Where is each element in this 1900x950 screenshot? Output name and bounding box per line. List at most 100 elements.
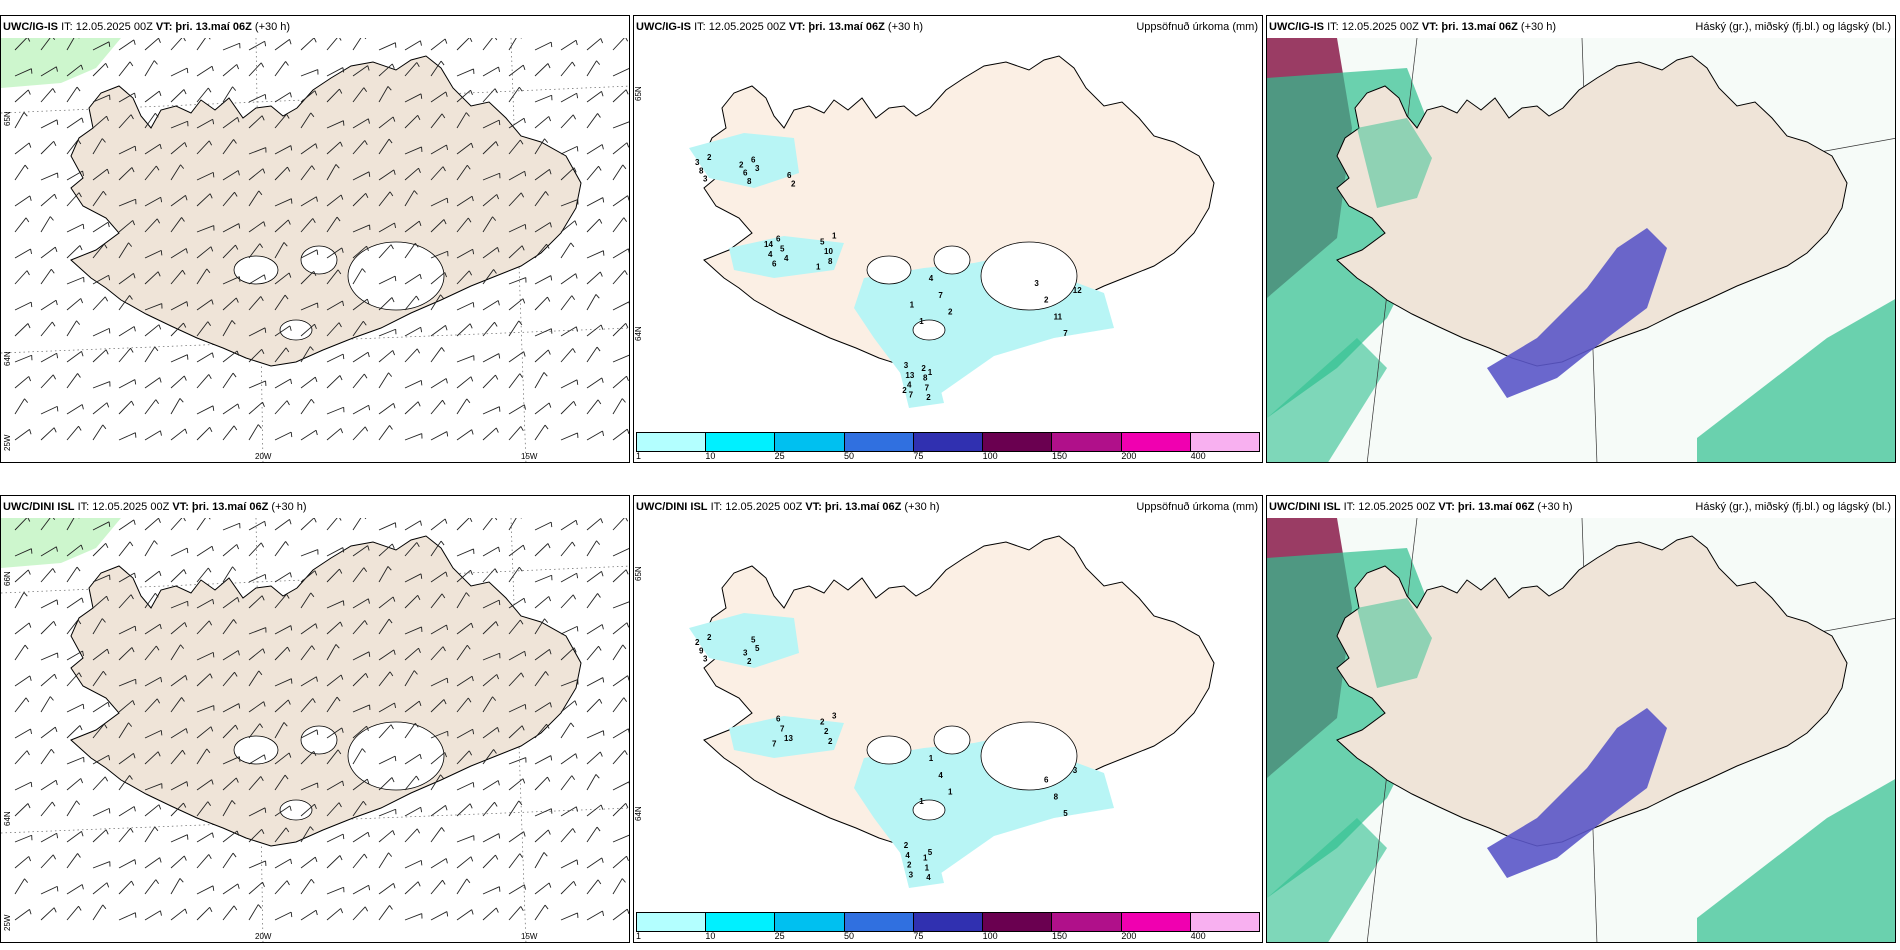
wind-barb xyxy=(40,299,57,311)
wind-barb xyxy=(560,594,574,609)
wind-map xyxy=(1,518,629,942)
wind-barb xyxy=(430,730,448,739)
precip-value: 3 xyxy=(909,870,914,879)
wind-barb-flag xyxy=(441,347,445,352)
wind-barb-flag xyxy=(183,89,187,95)
wind-barb-flag xyxy=(390,244,394,250)
wind-barb xyxy=(612,697,625,713)
wind-barb-flag xyxy=(289,92,292,98)
wind-barb xyxy=(534,94,552,103)
wind-barb xyxy=(352,672,367,687)
wind-barb xyxy=(586,593,598,609)
wind-barb-flag xyxy=(208,374,212,379)
wind-barb-flag xyxy=(520,906,524,911)
wind-barb-flag xyxy=(106,596,109,601)
wind-barb xyxy=(248,807,266,817)
wind-barb xyxy=(144,592,156,609)
wind-barb xyxy=(612,38,625,51)
cloud-map xyxy=(1267,518,1895,942)
wind-barb-flag xyxy=(367,118,370,124)
wind-barb-flag xyxy=(493,269,497,274)
wind-barb xyxy=(482,696,493,713)
wind-barb-flag xyxy=(623,217,628,223)
wind-barb xyxy=(430,911,448,921)
model-label: UWC/DINI ISL xyxy=(1269,501,1341,513)
low-cloud-southeast xyxy=(1697,779,1895,942)
wind-barb xyxy=(612,270,626,285)
wind-barb xyxy=(482,194,498,207)
wind-barb xyxy=(248,723,261,739)
init-time: IT: 12.05.2025 00Z xyxy=(61,21,153,33)
wind-barb-flag xyxy=(548,402,552,408)
wind-barb-flag xyxy=(285,827,290,833)
wind-barb-flag xyxy=(547,349,551,355)
wind-barb-flag xyxy=(498,546,500,552)
wind-barb-flag xyxy=(106,402,110,408)
wind-barb-flag xyxy=(415,775,420,781)
wind-barb xyxy=(196,620,210,635)
valid-time: VT: þri. 13.maí 06Z xyxy=(788,21,885,33)
wind-barb-flag xyxy=(597,879,602,885)
wind-barb-flag xyxy=(261,829,265,834)
wind-barb xyxy=(482,172,500,181)
wind-barb-flag xyxy=(207,567,212,573)
wind-barb xyxy=(482,674,498,687)
wind-barb-flag xyxy=(570,722,575,728)
wind-barb xyxy=(40,374,54,389)
wind-barb xyxy=(508,192,522,207)
wind-barb-flag xyxy=(518,320,523,326)
wind-barb-flag xyxy=(418,221,422,227)
wind-barb xyxy=(326,120,344,129)
wind-barb-flag xyxy=(623,697,628,703)
wind-barb-flag xyxy=(81,117,84,123)
wind-barb xyxy=(352,831,369,843)
wind-barb xyxy=(170,120,188,129)
wind-barb xyxy=(404,670,415,687)
wind-barb xyxy=(534,424,546,441)
wind-barb-flag xyxy=(626,142,629,148)
lat-label: 65N xyxy=(634,566,643,581)
wind-barb-flag xyxy=(570,242,575,248)
wind-barb xyxy=(118,625,136,635)
wind-barb xyxy=(66,223,84,233)
wind-barb-flag xyxy=(440,294,445,299)
wind-barb-flag xyxy=(285,61,289,66)
wind-barb-flag xyxy=(313,38,317,43)
precip-value: 1 xyxy=(910,300,915,309)
wind-barb-flag xyxy=(81,884,84,890)
lead-time: (+30 h) xyxy=(254,21,291,33)
wind-barb xyxy=(352,853,365,869)
wind-barb xyxy=(92,221,109,233)
precip-value: 3 xyxy=(695,158,700,167)
wind-barb-flag xyxy=(212,599,215,605)
wind-barb-flag xyxy=(54,194,57,199)
wind-barb xyxy=(560,775,573,791)
wind-barb xyxy=(14,270,28,285)
precip-value: 7 xyxy=(780,724,785,733)
wind-barb-flag xyxy=(601,624,604,630)
wind-barb-flag xyxy=(183,375,187,381)
panel-wind-dini: UWC/DINI ISL IT: 12.05.2025 00Z VT: þri.… xyxy=(0,495,630,943)
wind-barb-flag xyxy=(599,698,603,704)
precip-value: 8 xyxy=(747,177,752,186)
wind-barb xyxy=(560,92,577,103)
wind-barb xyxy=(352,404,369,415)
wind-barb-flag xyxy=(262,648,266,654)
glacier-hofsjokull xyxy=(933,725,971,755)
wind-barb xyxy=(430,518,446,531)
wind-barb xyxy=(560,199,578,207)
wind-barb xyxy=(274,325,291,337)
wind-barb xyxy=(560,432,578,441)
lon-label: 25W xyxy=(3,434,12,451)
wind-barb-flag xyxy=(387,86,392,91)
wind-barb xyxy=(404,626,422,635)
wind-barb xyxy=(612,354,629,363)
wind-barb-flag xyxy=(103,243,108,249)
wind-barb-flag xyxy=(212,119,215,125)
wind-barb-flag xyxy=(548,882,552,888)
panel-header: UWC/IG-IS IT: 12.05.2025 00Z VT: þri. 13… xyxy=(1,16,629,38)
wind-barb-flag xyxy=(600,38,604,44)
wind-barb xyxy=(40,119,58,129)
wind-barb-flag xyxy=(523,831,526,837)
wind-barb xyxy=(170,301,188,311)
